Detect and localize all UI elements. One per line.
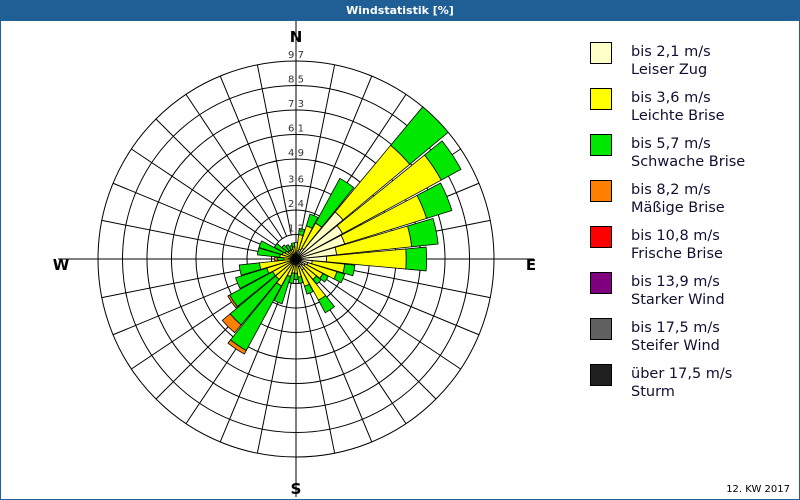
wind-bars bbox=[221, 106, 462, 355]
ring-label: 3,6 bbox=[288, 175, 304, 186]
legend-range: bis 17,5 m/s bbox=[631, 320, 720, 336]
legend-name: Leiser Zug bbox=[631, 62, 708, 78]
legend-name: Schwache Brise bbox=[631, 154, 746, 170]
title-bar: Windstatistik [%] bbox=[0, 0, 800, 21]
legend-label: über 17,5 m/s Sturm bbox=[631, 365, 732, 401]
ring-label: 2,4 bbox=[288, 199, 304, 210]
legend-range: bis 2,1 m/s bbox=[631, 44, 711, 60]
wind-bar-segment bbox=[319, 273, 329, 283]
grid-spoke bbox=[256, 282, 292, 454]
legend-name: Sturm bbox=[631, 384, 675, 400]
grid-spoke bbox=[112, 182, 274, 251]
ring-label: 1,2 bbox=[288, 224, 304, 235]
grid-spoke bbox=[300, 282, 336, 454]
wind-bar-segment bbox=[423, 140, 462, 181]
legend-swatch bbox=[590, 134, 612, 156]
legend-name: Leichte Brise bbox=[631, 108, 725, 124]
grid-spoke bbox=[318, 267, 480, 336]
legend-swatch bbox=[590, 42, 612, 64]
legend-swatch bbox=[590, 272, 612, 294]
compass-north: N bbox=[290, 28, 303, 46]
legend-label: bis 13,9 m/s Starker Wind bbox=[631, 273, 725, 309]
wind-bar-segment bbox=[405, 246, 428, 272]
wind-bar-segment bbox=[273, 274, 292, 305]
ring-label: 7,3 bbox=[288, 99, 304, 110]
week-label: 12. KW 2017 bbox=[726, 484, 790, 495]
wind-bar-segment bbox=[273, 243, 288, 254]
ring-label: 9,7 bbox=[288, 50, 304, 61]
wind-bar-segment bbox=[238, 262, 262, 276]
compass-east: E bbox=[526, 256, 536, 274]
wind-bar-segment bbox=[317, 294, 336, 314]
wind-bar-segment bbox=[274, 256, 279, 262]
grid-spoke bbox=[101, 219, 273, 255]
wind-bar-segment bbox=[305, 213, 319, 229]
legend-label: bis 10,8 m/s Frische Brise bbox=[631, 227, 723, 263]
wind-bar-segment bbox=[407, 217, 439, 248]
wind-bar-segment bbox=[303, 283, 314, 295]
wind-bar-segment bbox=[312, 275, 322, 285]
wind-bar-segment bbox=[416, 182, 453, 219]
grid-spoke bbox=[219, 75, 288, 237]
legend-label: bis 3,6 m/s Leichte Brise bbox=[631, 89, 725, 125]
legend-name: Steifer Wind bbox=[631, 338, 720, 354]
compass-west: W bbox=[53, 256, 70, 274]
wind-bar-segment bbox=[227, 294, 238, 309]
legend-label: bis 2,1 m/s Leiser Zug bbox=[631, 43, 711, 79]
legend-label: bis 17,5 m/s Steifer Wind bbox=[631, 319, 720, 355]
wind-bar-segment bbox=[235, 267, 270, 289]
grid-spoke bbox=[155, 118, 280, 243]
legend-range: bis 8,2 m/s bbox=[631, 182, 711, 198]
ring-label: 6,1 bbox=[288, 123, 304, 134]
legend-range: bis 10,8 m/s bbox=[631, 228, 720, 244]
wind-bar-segment bbox=[256, 247, 281, 258]
grid-spoke bbox=[304, 281, 373, 443]
wind-bar-segment bbox=[390, 106, 449, 165]
wind-bar-segment bbox=[298, 228, 306, 237]
grid-spoke bbox=[304, 75, 373, 237]
grid-spoke bbox=[316, 272, 461, 370]
ring-labels: 1,2 2,4 3,6 4,9 6,1 7,3 8,5 9,7 bbox=[288, 50, 304, 235]
ring-label: 4,9 bbox=[288, 148, 304, 159]
legend-name: Mäßige Brise bbox=[631, 200, 725, 216]
legend-range: bis 13,9 m/s bbox=[631, 274, 720, 290]
legend-name: Starker Wind bbox=[631, 292, 725, 308]
legend-swatch bbox=[590, 318, 612, 340]
grid-spoke bbox=[219, 281, 288, 443]
wind-bar-segment bbox=[314, 177, 355, 228]
legend-swatch bbox=[590, 88, 612, 110]
wind-bar-segment bbox=[227, 339, 247, 355]
legend-swatch bbox=[590, 180, 612, 202]
legend-swatch bbox=[590, 364, 612, 386]
grid-spoke bbox=[185, 94, 283, 239]
grid-spoke bbox=[256, 64, 292, 236]
legend-range: bis 5,7 m/s bbox=[631, 136, 711, 152]
legend-swatch bbox=[590, 226, 612, 248]
wind-bar-segment bbox=[290, 242, 296, 248]
wind-bar-segment bbox=[342, 263, 356, 277]
compass-south: S bbox=[291, 480, 302, 498]
wind-bar-segment bbox=[297, 276, 304, 284]
wind-bar-segment bbox=[258, 240, 284, 256]
wind-bar-segment bbox=[281, 244, 291, 254]
grid-spoke bbox=[131, 148, 276, 246]
grid-spoke bbox=[300, 64, 336, 236]
legend-label: bis 5,7 m/s Schwache Brise bbox=[631, 135, 745, 171]
legend-range: über 17,5 m/s bbox=[631, 366, 733, 382]
grid-spoke bbox=[312, 275, 437, 400]
wind-bar-segment bbox=[333, 271, 346, 284]
wind-bar-segment bbox=[221, 313, 242, 334]
legend-label: bis 8,2 m/s Mäßige Brise bbox=[631, 181, 725, 217]
wind-bar-segment bbox=[285, 244, 292, 252]
legend-name: Frische Brise bbox=[631, 246, 723, 262]
legend-range: bis 3,6 m/s bbox=[631, 90, 711, 106]
ring-label: 8,5 bbox=[288, 74, 304, 85]
